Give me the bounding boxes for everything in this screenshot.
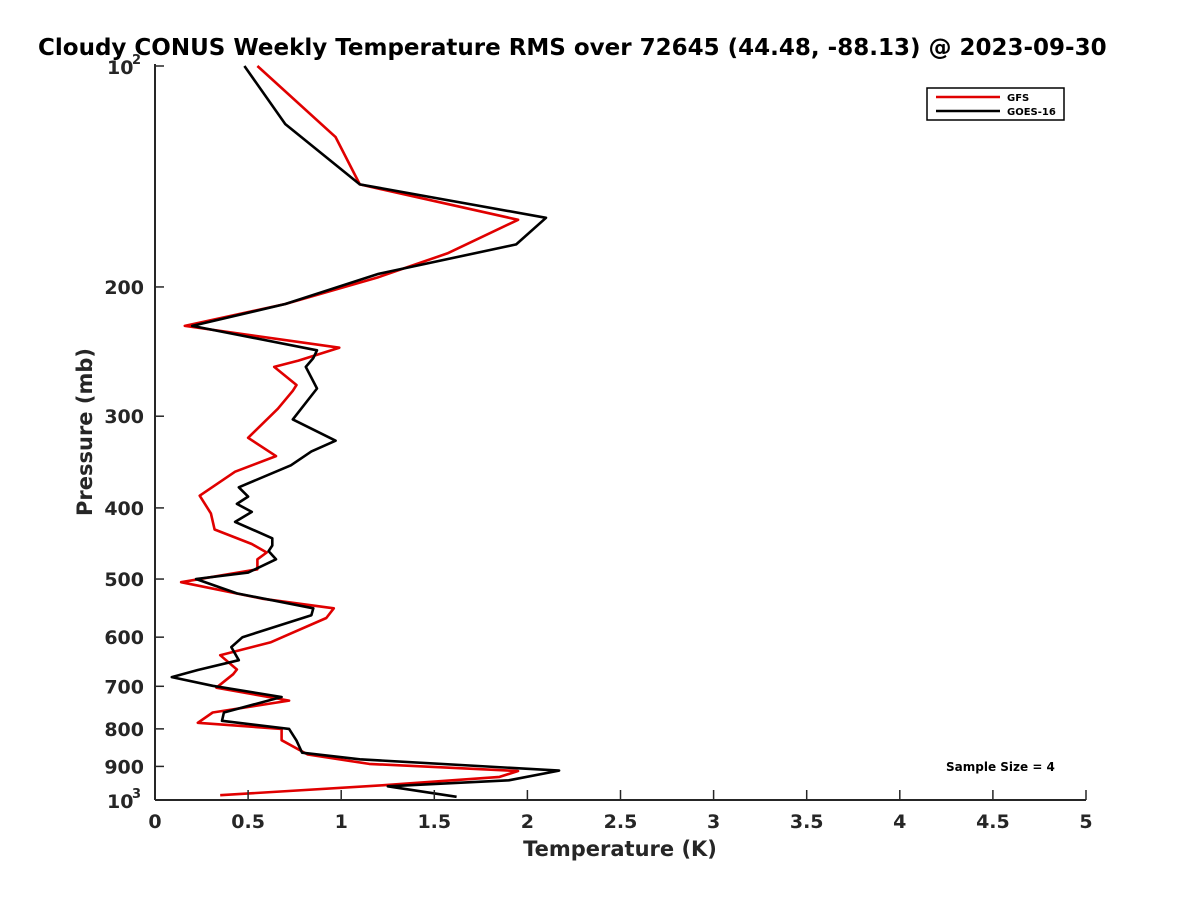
x-tick-label: 5 <box>1079 811 1092 833</box>
x-axis-label: Temperature (K) <box>523 837 717 861</box>
y-tick-label: 700 <box>104 676 144 698</box>
chart-title: Cloudy CONUS Weekly Temperature RMS over… <box>38 35 1107 61</box>
x-tick-label: 0 <box>148 811 161 833</box>
y-tick-label-exponent: 2 <box>132 53 141 68</box>
x-tick-label: 1.5 <box>417 811 451 833</box>
x-tick-label: 4 <box>893 811 906 833</box>
x-tick-label: 4.5 <box>976 811 1010 833</box>
legend-label-gfs: GFS <box>1007 93 1029 104</box>
legend-label-goes16: GOES-16 <box>1007 107 1056 118</box>
y-tick-label: 800 <box>104 719 144 741</box>
y-tick-label: 10 <box>107 791 133 813</box>
y-tick-label: 10 <box>107 57 133 79</box>
x-axis-ticks: 0 0.5 1 1.5 2 2.5 3 3.5 4 4.5 5 <box>148 790 1093 833</box>
legend: GFS GOES-16 <box>926 87 1065 121</box>
series-line-goes16 <box>170 65 561 799</box>
y-tick-label: 600 <box>104 627 144 649</box>
x-tick-label: 1 <box>335 811 348 833</box>
y-tick-label: 500 <box>104 569 144 591</box>
plot-area <box>170 65 561 799</box>
y-tick-label-exponent: 3 <box>132 787 141 802</box>
y-tick-label: 200 <box>104 277 144 299</box>
y-axis-label: Pressure (mb) <box>73 348 97 516</box>
x-tick-label: 3 <box>707 811 720 833</box>
y-tick-label: 400 <box>104 498 144 520</box>
sample-size-annotation: Sample Size = 4 <box>946 760 1055 774</box>
x-tick-label: 2 <box>521 811 534 833</box>
x-tick-label: 3.5 <box>790 811 824 833</box>
y-tick-label: 300 <box>104 406 144 428</box>
legend-box <box>926 87 1065 121</box>
y-tick-label: 900 <box>104 756 144 778</box>
x-tick-label: 0.5 <box>231 811 265 833</box>
x-tick-label: 2.5 <box>604 811 638 833</box>
